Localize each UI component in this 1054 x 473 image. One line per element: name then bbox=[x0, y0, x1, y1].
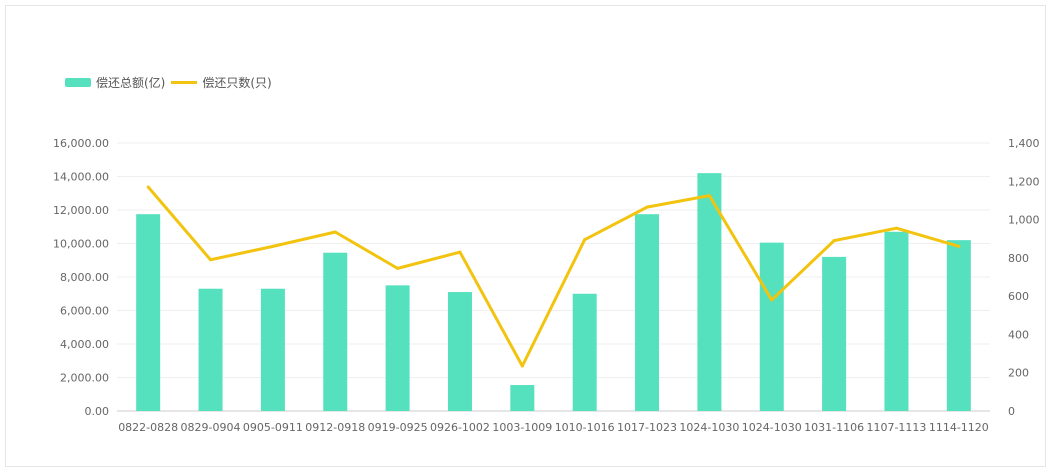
bar bbox=[884, 231, 909, 411]
line-point bbox=[832, 239, 836, 243]
y-right-tick-label: 0 bbox=[1008, 405, 1015, 418]
line-point bbox=[458, 250, 462, 254]
y-right-tick-label: 1,000 bbox=[1008, 214, 1040, 227]
legend-label-bar: 偿还总额(亿) bbox=[96, 75, 166, 90]
line-point bbox=[146, 185, 150, 189]
bar bbox=[510, 385, 535, 411]
x-tick-label: 1003-1009 bbox=[492, 421, 552, 434]
y-left-tick-label: 0.00 bbox=[85, 405, 110, 418]
legend-swatch-line bbox=[171, 80, 198, 84]
line-point bbox=[707, 194, 711, 198]
y-left-tick-label: 2,000.00 bbox=[60, 372, 109, 385]
y-right-tick-label: 800 bbox=[1008, 252, 1029, 265]
bar bbox=[385, 285, 410, 411]
bar bbox=[572, 293, 597, 411]
line-point bbox=[770, 298, 774, 302]
y-left-tick-label: 6,000.00 bbox=[60, 305, 109, 318]
x-tick-label: 0912-0918 bbox=[305, 421, 365, 434]
y-right-tick-label: 400 bbox=[1008, 328, 1029, 341]
x-tick-label: 0829-0904 bbox=[181, 421, 241, 434]
legend-label-line: 偿还只数(只) bbox=[202, 75, 272, 90]
x-tick-label: 0822-0828 bbox=[118, 421, 178, 434]
x-tick-label: 1114-1120 bbox=[929, 421, 989, 434]
bar bbox=[759, 242, 784, 411]
line-point bbox=[957, 244, 961, 248]
x-tick-label: 0905-0911 bbox=[243, 421, 303, 434]
y-right-tick-label: 1,200 bbox=[1008, 175, 1040, 188]
y-left-tick-label: 12,000.00 bbox=[53, 204, 109, 217]
y-left-tick-label: 16,000.00 bbox=[53, 137, 109, 150]
bar bbox=[136, 214, 161, 411]
y-left-tick-label: 14,000.00 bbox=[53, 171, 109, 184]
series-line bbox=[147, 186, 960, 368]
x-tick-label: 1024-1030 bbox=[742, 421, 802, 434]
bar bbox=[323, 252, 348, 411]
legend-item-line[interactable]: 偿还只数(只) bbox=[171, 74, 272, 91]
y-right-tick-label: 600 bbox=[1008, 290, 1029, 303]
bar bbox=[697, 173, 722, 411]
y-right-tick-label: 200 bbox=[1008, 367, 1029, 380]
x-tick-label: 1010-1016 bbox=[555, 421, 615, 434]
x-tick-label: 1024-1030 bbox=[679, 421, 739, 434]
bar bbox=[946, 240, 971, 411]
bar bbox=[260, 288, 285, 411]
x-tick-label: 0926-1002 bbox=[430, 421, 490, 434]
bar bbox=[198, 288, 223, 411]
legend-swatch-bar bbox=[65, 77, 91, 87]
x-tick-label: 1107-1113 bbox=[866, 421, 926, 434]
bar bbox=[822, 256, 847, 411]
legend-item-bar[interactable]: 偿还总额(亿) bbox=[65, 74, 165, 91]
y-left-tick-label: 8,000.00 bbox=[60, 271, 109, 284]
line-point bbox=[209, 258, 213, 262]
line-point bbox=[271, 244, 275, 248]
line-point bbox=[894, 226, 898, 230]
x-tick-label: 1017-1023 bbox=[617, 421, 677, 434]
y-right-tick-label: 1,400 bbox=[1008, 137, 1040, 150]
line-point bbox=[520, 364, 524, 368]
line-point bbox=[333, 230, 337, 234]
line-point bbox=[583, 238, 587, 242]
x-tick-label: 0919-0925 bbox=[368, 421, 428, 434]
y-left-tick-label: 4,000.00 bbox=[60, 338, 109, 351]
x-tick-label: 1031-1106 bbox=[804, 421, 864, 434]
bar bbox=[635, 214, 660, 411]
bar bbox=[447, 292, 472, 411]
y-left-tick-label: 10,000.00 bbox=[53, 238, 109, 251]
line-point bbox=[645, 205, 649, 209]
legend: 偿还总额(亿) 偿还只数(只) bbox=[65, 73, 278, 91]
line-point bbox=[396, 266, 400, 270]
